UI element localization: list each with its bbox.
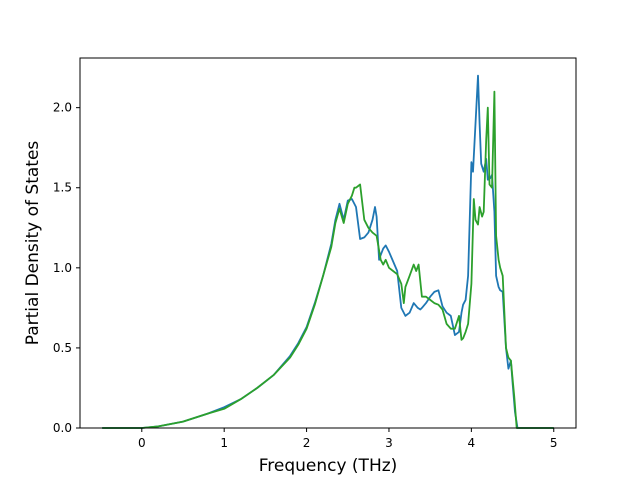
y-axis-label: Partial Density of States [23, 141, 43, 346]
x-tick-label: 4 [468, 436, 476, 450]
series-layer [102, 74, 554, 429]
y-tick-label: 0.5 [53, 341, 72, 355]
x-axis-label: Frequency (THz) [259, 456, 398, 476]
x-tick-label: 1 [220, 436, 228, 450]
x-tick-label: 5 [550, 436, 558, 450]
y-tick-label: 2.0 [53, 101, 72, 115]
series-line-2 [102, 90, 554, 429]
y-tick-label: 1.5 [53, 181, 72, 195]
x-axis-ticks: 0 1 2 3 4 5 [138, 428, 558, 450]
x-tick-label: 0 [138, 436, 146, 450]
y-axis-ticks: 0.0 0.5 1.0 1.5 2.0 [53, 101, 80, 435]
plot-frame [79, 57, 577, 429]
x-tick-label: 3 [385, 436, 393, 450]
x-tick-label: 2 [303, 436, 311, 450]
y-tick-label: 0.0 [53, 421, 72, 435]
y-tick-label: 1.0 [53, 261, 72, 275]
